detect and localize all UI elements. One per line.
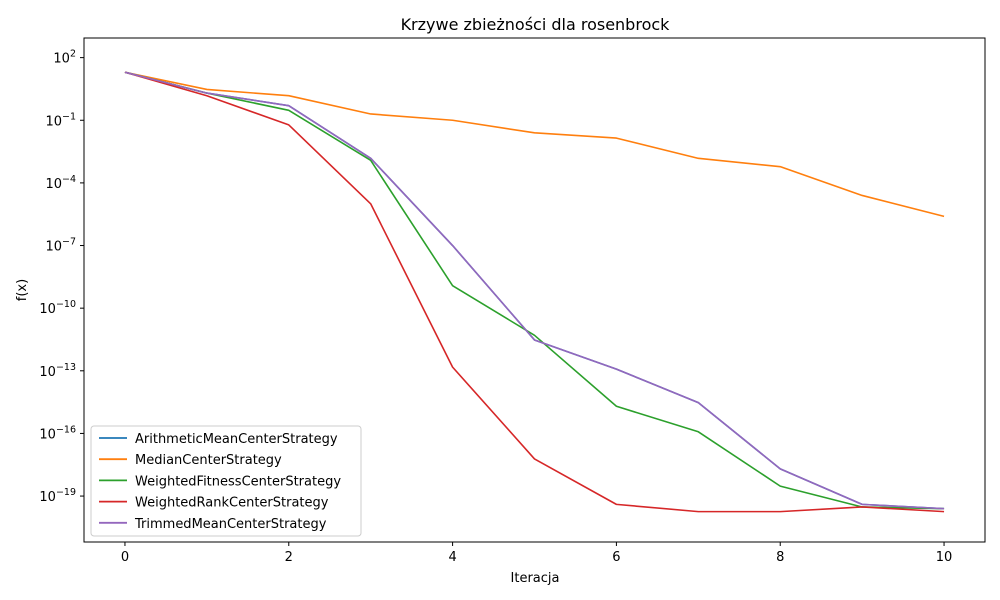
series-line-1 bbox=[124, 71, 945, 218]
legend-label-4: TrimmedMeanCenterStrategy bbox=[134, 517, 327, 532]
y-tick-label: 10−13 bbox=[39, 362, 76, 380]
x-tick-label: 4 bbox=[448, 550, 456, 565]
y-tick-label: 10−7 bbox=[45, 237, 76, 255]
x-tick-label: 2 bbox=[285, 550, 293, 565]
y-tick-label: 10−19 bbox=[39, 487, 76, 505]
legend-label-2: WeightedFitnessCenterStrategy bbox=[135, 474, 341, 489]
x-tick-label: 0 bbox=[121, 550, 129, 565]
legend: ArithmeticMeanCenterStrategy MedianCenter… bbox=[90, 425, 362, 537]
chart-title: Krzywe zbieżności dla rosenbrock bbox=[401, 15, 671, 34]
y-tick-label: 10−4 bbox=[45, 174, 76, 192]
legend-label-0: ArithmeticMeanCenterStrategy bbox=[135, 432, 338, 447]
series-line-2 bbox=[124, 71, 945, 510]
y-tick-label: 10−16 bbox=[39, 424, 76, 442]
x-tick-label: 8 bbox=[776, 550, 784, 565]
series-line-3 bbox=[124, 71, 945, 513]
legend-label-3: WeightedRankCenterStrategy bbox=[135, 496, 329, 511]
axes-frame bbox=[83, 37, 986, 543]
x-tick-label: 6 bbox=[612, 550, 620, 565]
legend-box bbox=[90, 425, 362, 537]
x-tick-label: 10 bbox=[936, 550, 953, 565]
legend-label-1: MedianCenterStrategy bbox=[135, 453, 282, 468]
y-tick-label: 10−10 bbox=[39, 299, 76, 317]
series-line-4 bbox=[124, 71, 945, 510]
x-axis-label: Iteracja bbox=[511, 571, 560, 586]
y-tick-label: 10−1 bbox=[45, 111, 76, 129]
plot-area: 0 2 4 6 8 10 102 10−1 10−4 10−7 10−10 10−13 10−16 10−… bbox=[39, 37, 986, 565]
y-axis-label: f(x) bbox=[15, 279, 30, 301]
y-tick-label: 102 bbox=[53, 49, 76, 67]
